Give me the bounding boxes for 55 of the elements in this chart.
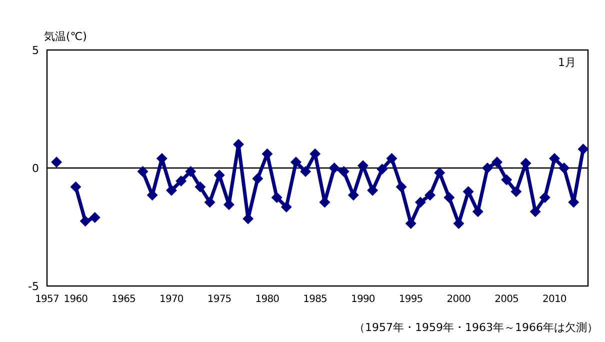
x-tick-label: 2000 [446,294,471,305]
point [539,192,550,203]
point [492,156,503,168]
x-tick-label: 1995 [398,294,423,305]
point [444,192,455,203]
y-axis-title: 気温(℃) [44,30,87,43]
x-tick-label: 1960 [64,294,88,305]
point [51,156,62,168]
x-tick-label: 1985 [303,294,328,305]
point [357,160,368,172]
text: （1957年・1959年・1963年～1966年は欠測） [354,321,598,334]
x-tick-label: 1957 [35,294,59,305]
point [548,153,560,164]
point [578,144,589,155]
x-tick-label: 1970 [160,294,184,305]
x-tick-label: 1975 [207,294,232,305]
y-tick-label: 5 [32,44,39,57]
point [252,173,264,184]
point [328,162,340,174]
point [185,166,196,178]
point [501,174,512,186]
point [530,206,541,218]
point [271,192,282,203]
point [510,186,522,198]
point [338,166,350,178]
point [462,186,474,198]
x-tick-label: 2010 [542,294,566,305]
point [166,184,177,196]
point [80,216,91,227]
point [482,162,493,174]
point [194,181,206,192]
point [348,190,359,201]
x-tick-label: 1990 [351,294,375,305]
point [434,167,446,178]
point [414,196,426,208]
y-tick-label: -5 [28,280,39,293]
point [558,162,570,174]
point [137,166,148,178]
point [386,153,398,164]
point [89,212,100,224]
point [424,190,436,201]
y-tick-label: 0 [32,162,39,175]
point [367,184,378,196]
point [376,164,388,175]
point [290,156,302,168]
point [300,166,312,178]
x-tick-label: 2005 [494,294,519,305]
annotation: 1月 [558,56,576,69]
point [176,175,187,186]
point [204,196,216,208]
point [396,181,407,192]
point [280,201,292,212]
point [70,181,82,192]
x-tick-label: 1980 [255,294,280,305]
x-tick-label: 1965 [112,294,136,305]
